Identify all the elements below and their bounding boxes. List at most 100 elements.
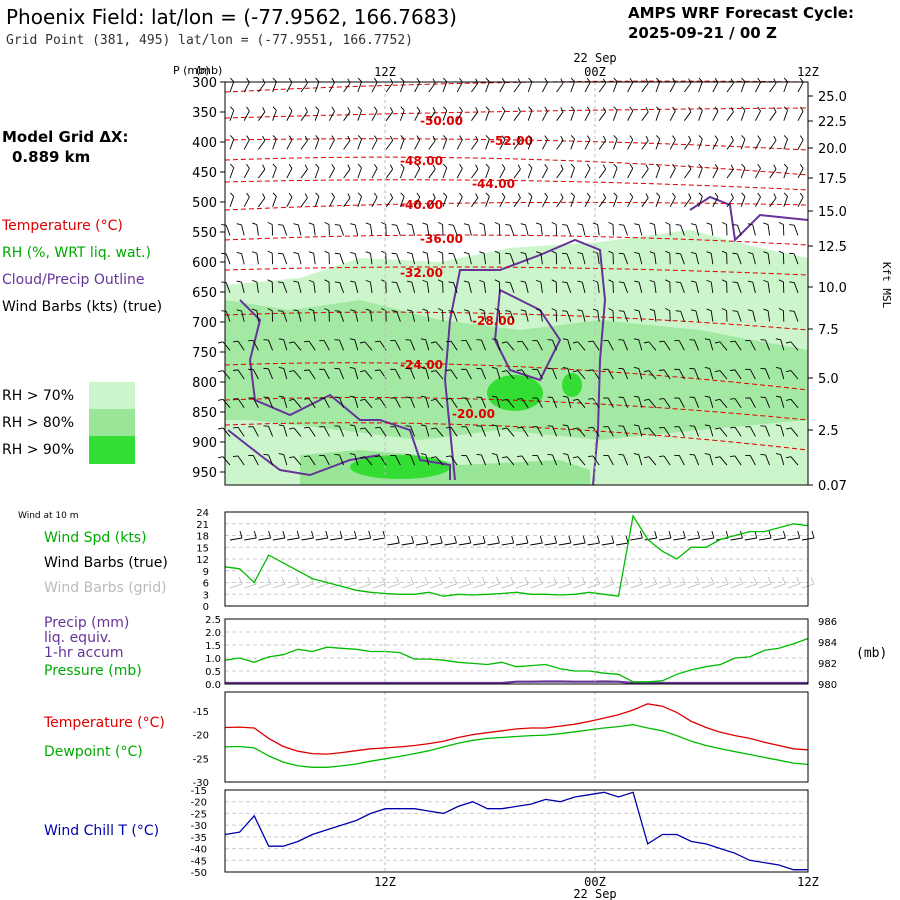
wind-barb-flag	[773, 164, 777, 170]
wind-barb-staff	[286, 168, 293, 179]
true-wind-barb	[759, 530, 772, 541]
wind-barb	[641, 193, 649, 208]
wind-barb-staff	[323, 426, 330, 437]
grid-barb-staff	[287, 583, 300, 589]
wind-barb	[349, 367, 359, 380]
wind-barb-staff	[627, 82, 634, 93]
wind-barb-flag	[629, 106, 634, 112]
wind-barb	[562, 367, 572, 380]
wind-barb-staff	[654, 253, 657, 265]
true-barb-staff	[573, 542, 586, 546]
wind-barb-flag	[690, 251, 697, 254]
top-time-label-3: 12Z	[797, 65, 819, 79]
true-wind-barb	[415, 535, 429, 546]
wind-barb-flag	[785, 427, 792, 430]
wind-barb-flag	[446, 369, 452, 371]
grid-barb-staff	[615, 583, 629, 589]
wind-barb	[286, 77, 293, 93]
wind-barb	[334, 339, 345, 351]
wind-barb-staff	[793, 253, 799, 265]
grid-barb-flag	[338, 576, 343, 585]
wind-tick-label: 0	[203, 602, 209, 613]
wind-barb-staff	[734, 398, 742, 408]
wind-barb-flag	[278, 453, 284, 455]
wind-barb-flag	[551, 308, 557, 312]
wind-barb	[551, 250, 558, 265]
wind-barb-staff	[450, 455, 458, 466]
wind-barb	[542, 135, 548, 150]
wind-barb-flag	[517, 107, 521, 113]
grid-wind-barb	[458, 576, 472, 589]
wind-barb-staff	[612, 81, 618, 93]
pressure-tick-label: 800	[192, 376, 217, 391]
wind-barb	[463, 309, 472, 322]
wind-barb	[422, 222, 430, 236]
grid-barb-staff	[415, 583, 429, 589]
grid-barb-staff	[630, 583, 643, 589]
wind-barb	[674, 426, 685, 437]
pressure-tick-label: 986	[818, 617, 837, 628]
wind-barb-staff	[414, 82, 421, 93]
wind-barb-flag	[741, 192, 746, 197]
temperature-tick-label: -15	[193, 707, 209, 718]
wind-barb-flag	[475, 135, 479, 141]
wind-barb-flag	[347, 135, 351, 141]
windchill-label: Wind Chill T (°C)	[44, 823, 159, 839]
wind-barb	[698, 192, 703, 207]
wind-barb	[442, 106, 448, 121]
wind-barb-staff	[525, 310, 529, 322]
wind-barb-flag	[535, 222, 542, 226]
wind-barb-staff	[694, 339, 700, 351]
wind-barb-staff	[710, 281, 714, 293]
wind-barb	[659, 426, 671, 437]
wind-barb	[572, 456, 586, 466]
wind-barb-staff	[627, 168, 634, 179]
wind-barb-flag	[659, 340, 665, 343]
wind-barb-flag	[501, 427, 508, 430]
wind-barb	[655, 163, 661, 179]
wind-barb-staff	[297, 224, 302, 236]
true-wind-barb	[315, 530, 329, 541]
wind-barb-flag	[375, 398, 381, 400]
wind-barb-staff	[712, 168, 719, 179]
wind-barb-staff	[669, 168, 676, 179]
wind-barb	[785, 398, 799, 408]
wind-barb-staff	[678, 455, 685, 466]
wind-barb	[485, 135, 490, 150]
wind-barb	[314, 77, 320, 93]
wind-barb	[236, 309, 245, 322]
wind-barb	[499, 106, 506, 121]
wind-barb-flag	[230, 192, 235, 197]
grid-barb-flag	[453, 576, 457, 585]
wind-barb-staff	[694, 397, 700, 408]
wind-barb-flag	[633, 395, 639, 398]
wind-barb	[669, 77, 676, 93]
wind-barb-flag	[544, 106, 548, 112]
true-barb-flag	[339, 530, 343, 539]
wind-barb	[655, 135, 661, 150]
wind-barb-staff	[297, 282, 302, 294]
wind-barb-flag	[562, 310, 568, 312]
wind-barb	[698, 135, 703, 150]
wind-barb	[721, 221, 728, 236]
wind-barb-flag	[278, 338, 284, 341]
wind-barb-staff	[695, 253, 700, 265]
wind-barb-flag	[741, 135, 746, 140]
wind-barb-flag	[783, 106, 788, 111]
upper-wind-barbs	[217, 77, 804, 466]
wind-barb	[399, 163, 405, 179]
wind-barb	[760, 425, 771, 437]
wind-barb-staff	[678, 369, 685, 380]
wind-barb-staff	[638, 224, 643, 236]
wind-barb	[221, 252, 231, 265]
wind-barb-staff	[499, 110, 506, 121]
wind-barb	[217, 398, 231, 408]
wind-barb	[684, 193, 692, 208]
wind-barb	[248, 340, 259, 351]
wind-barb	[491, 395, 501, 408]
wind-barb-flag	[437, 250, 443, 254]
precip-panel-frame	[224, 618, 809, 685]
wind-barb-flag	[485, 77, 490, 82]
wind-barb	[479, 308, 487, 322]
wind-barb-staff	[623, 454, 629, 466]
